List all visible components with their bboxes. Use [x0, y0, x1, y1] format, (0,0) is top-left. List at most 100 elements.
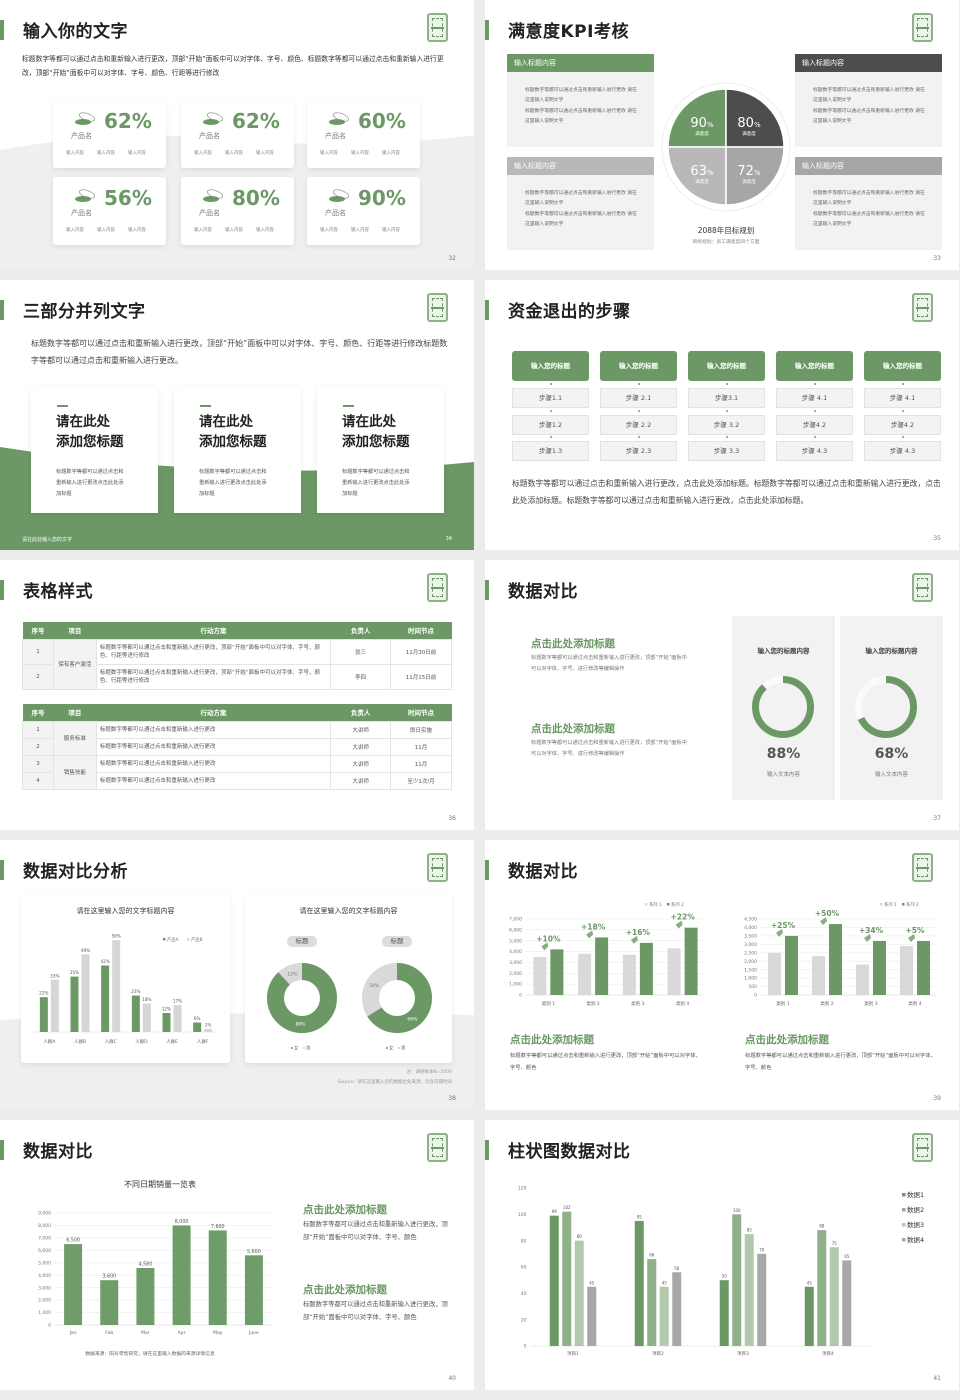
chart-svg: 22%33%人群A35%49%人群B42%58%人群C23%18%人群D12%1… — [34, 934, 432, 1052]
category-label: 类别 1 — [542, 1000, 555, 1007]
table-cell: 大讲师 — [330, 737, 392, 756]
bullet-text: 标题数字等都可以通过点击和重新输入进行更改 请在这里输入说明文字 — [813, 109, 925, 124]
bar — [578, 953, 592, 995]
page-number: 33 — [933, 255, 941, 262]
bar — [550, 949, 564, 995]
bullet-text: 标题数字等都可以通过点击和重新输入进行更改 请在这里输入说明文字 — [813, 212, 925, 227]
content-item: 输入内容 — [225, 151, 243, 156]
table-cell: 李四 — [330, 663, 392, 690]
table-cell: 4 — [22, 771, 54, 790]
kpi-percent: 80% — [232, 186, 280, 210]
bullet-text: 标题数字等都可以通过点击和重新输入进行更改 请在这里输入说明文字 — [813, 191, 925, 206]
title-accent-bar — [0, 1140, 4, 1160]
legend-swatch — [902, 903, 905, 906]
table-header-row: 序号 项目 行动方案 负责人 时间节点 — [22, 622, 452, 639]
growth-arrow-icon — [630, 935, 638, 944]
bar — [595, 937, 609, 995]
table-cell: 销售技能 — [52, 754, 97, 790]
page-number: 34 — [445, 536, 452, 542]
category-label: 项目3 — [737, 1351, 749, 1357]
content-item: 输入内容 — [97, 228, 115, 233]
data-label: 17% — [173, 999, 182, 1004]
box-header: 输入标题内容 — [795, 157, 942, 175]
bar — [757, 1253, 767, 1346]
y-tick-label: 3,500 — [744, 933, 757, 939]
table-row: 2 标题数字等都可以通过点击和重新输入进行更改，顶部“开始”面板中可以对字体、字号… — [22, 663, 452, 690]
slice-label: 34% — [369, 983, 380, 989]
section-text: 标题数字等都可以通过点击和重新输入进行更改，顶部“开始”面板中可以对字体、字号、… — [531, 740, 687, 757]
legend-label: 男 — [401, 1046, 406, 1052]
slice-label: 88% — [295, 1021, 306, 1027]
bar — [562, 1211, 572, 1346]
title-accent-bar — [485, 860, 489, 880]
bullet-text: 标题数字等都可以通过点击和重新输入进行更改 请在这里输入说明文字 — [525, 88, 637, 103]
bar — [719, 1280, 729, 1346]
category-label: 类别 2 — [820, 1000, 833, 1007]
y-tick-label: 7,000 — [38, 1235, 51, 1241]
seal-logo-icon — [427, 573, 448, 602]
section-text: 标题数字等都可以通过点击和重新输入进行更改，顶部“开始”面板中可以对字体、字号、… — [303, 1301, 448, 1321]
legend-swatch — [645, 903, 648, 906]
quadrant-label: 满意度 — [695, 178, 709, 185]
pie-chart-value-arc — [267, 963, 337, 1033]
slide-title: 满意度KPI考核 — [508, 22, 629, 42]
column-header: 项目 — [53, 704, 97, 721]
card-heading: 请在此处 添加您标题 — [199, 414, 267, 450]
bar — [533, 957, 547, 995]
growth-annotation: +50% — [815, 909, 840, 918]
legend-label: 数据1 — [907, 1190, 924, 1199]
chart-panel — [21, 893, 230, 1063]
category-label: 类别 4 — [676, 1000, 689, 1007]
bar — [136, 1268, 155, 1325]
data-label: 23% — [131, 989, 140, 994]
column-header: 项目 — [53, 622, 97, 639]
product-name: 产品名 — [325, 132, 346, 140]
table-cell: 至少1次/月 — [390, 771, 452, 790]
bar — [549, 1215, 559, 1346]
data-label: 12% — [162, 1007, 171, 1012]
chart-title: 不同日期销量一览表 — [124, 1180, 196, 1189]
page-number: 40 — [448, 1375, 456, 1382]
column-header: 时间节点 — [390, 704, 452, 721]
category-label: 人群D — [135, 1038, 148, 1045]
section-text: 标题数字等都可以通过点击和重新输入进行更改，顶部“开始”面板中可以对字体、字号、… — [745, 1053, 936, 1071]
bar — [142, 1003, 151, 1032]
percent-value: 88% — [766, 746, 801, 762]
y-tick-label: 1,000 — [744, 976, 757, 982]
page-number: 35 — [933, 535, 941, 542]
bar — [667, 948, 681, 995]
bar — [70, 976, 79, 1032]
bar — [39, 997, 48, 1032]
legend-label: 系列 2 — [671, 901, 684, 908]
category-label: Feb — [105, 1330, 113, 1336]
data-label: 75 — [832, 1241, 838, 1246]
section-heading: 点击此处添加标题 — [510, 1034, 594, 1046]
table-cell: 标题数字等都可以通过点击和重新输入进行更改 — [95, 754, 332, 773]
bullet-text: 标题数字等都可以通过点击和重新输入进行更改 请在这里输入说明文字 — [525, 191, 637, 206]
table-cell: 保有客户激活 — [52, 638, 97, 690]
legend-swatch — [880, 903, 883, 906]
bar — [812, 956, 825, 995]
page-number: 32 — [448, 255, 456, 262]
category-label: Jan — [69, 1330, 77, 1336]
legend-swatch — [902, 1238, 906, 1242]
step-column-header: 输入您的标题 — [776, 351, 853, 381]
column-header: 负责人 — [330, 704, 391, 721]
category-label: 类别 4 — [908, 1000, 921, 1007]
legend-label: 数据3 — [907, 1220, 924, 1229]
page-number: 37 — [933, 815, 941, 822]
section-heading: 点击此处添加标题 — [303, 1204, 387, 1216]
step-item: 步骤 4.1 — [776, 388, 853, 408]
bar — [100, 1280, 119, 1325]
data-label: 6,500 — [66, 1238, 80, 1244]
category-label: 人群F — [197, 1038, 209, 1045]
table-cell: 1 — [22, 720, 54, 739]
bar — [785, 935, 798, 995]
box-body: 标题数字等都可以通过点击和重新输入进行更改 请在这里输入说明文字 标题数字等都可以… — [795, 175, 942, 250]
y-tick-label: 3,000 — [744, 942, 757, 948]
kpi-card: 产品名 90% 输入内容 输入内容 输入内容 — [307, 177, 420, 245]
category-label: June — [248, 1330, 259, 1336]
legend-swatch — [902, 1208, 906, 1212]
legend-dot — [303, 1047, 305, 1049]
data-label: 49% — [81, 948, 90, 953]
